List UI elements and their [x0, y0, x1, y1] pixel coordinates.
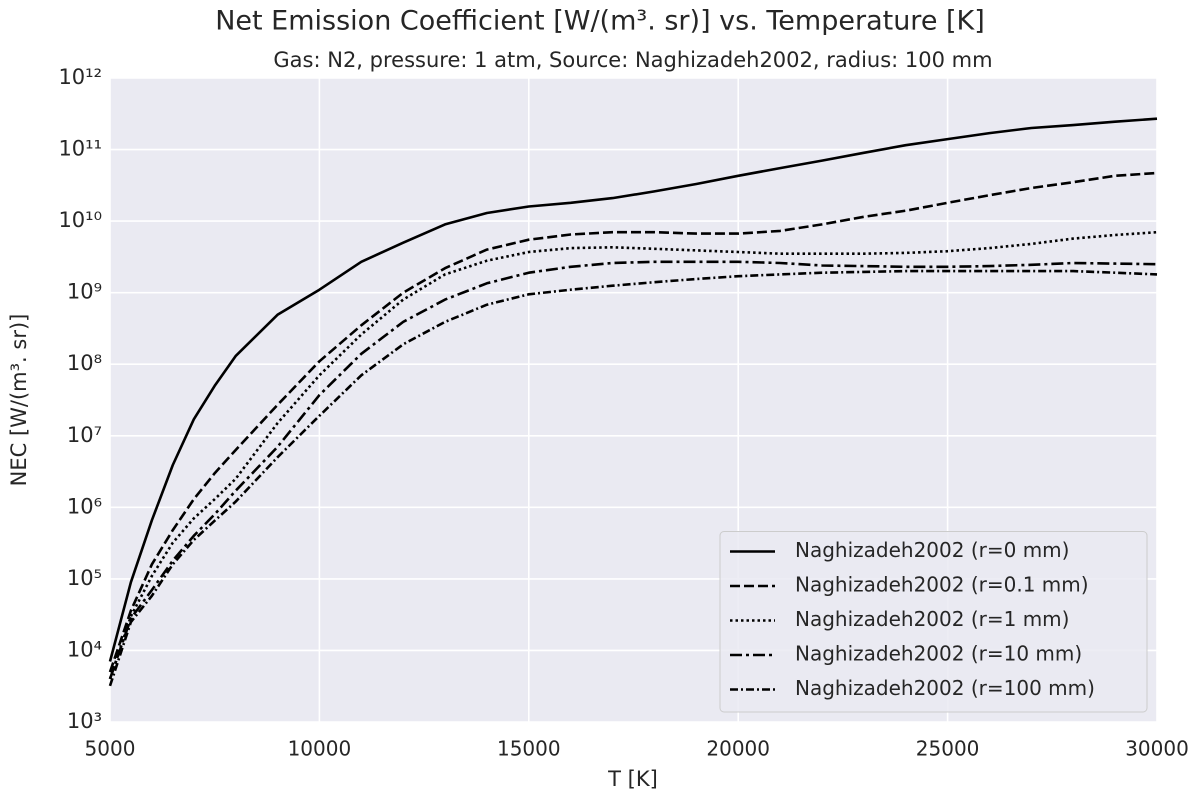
legend-label: Naghizadeh2002 (r=1 mm) [795, 607, 1069, 631]
series-line [108, 269, 1158, 687]
legend-label: Naghizadeh2002 (r=10 mm) [795, 642, 1082, 666]
y-tick-label: 10¹⁰ [58, 208, 102, 232]
series-line [108, 260, 1158, 680]
y-tick-label: 10⁸ [67, 351, 102, 375]
y-tick-label: 10⁴ [67, 637, 102, 661]
x-tick-label: 10000 [288, 737, 352, 761]
x-tick-label: 5000 [85, 737, 136, 761]
x-tick-label: 20000 [706, 737, 770, 761]
y-tick-label: 10⁵ [67, 566, 102, 590]
y-tick-label: 10⁶ [67, 494, 102, 518]
series-line [108, 117, 1158, 662]
y-tick-label: 10⁷ [67, 423, 102, 447]
chart-subtitle: Gas: N2, pressure: 1 atm, Source: Naghiz… [273, 48, 992, 72]
x-tick-label: 30000 [1125, 737, 1189, 761]
legend-box [719, 531, 1148, 713]
chart-title: Net Emission Coefficient [W/(m³. sr)] vs… [215, 6, 985, 37]
legend-label: Naghizadeh2002 (r=0.1 mm) [795, 573, 1089, 597]
y-axis-label: NEC [W/(m³. sr)] [7, 314, 31, 487]
y-tick-label: 10⁹ [67, 280, 102, 304]
y-tick-label: 10¹² [58, 65, 102, 89]
x-tick-label: 25000 [916, 737, 980, 761]
legend-label: Naghizadeh2002 (r=100 mm) [795, 676, 1095, 700]
series-line [108, 171, 1158, 673]
legend-label: Naghizadeh2002 (r=0 mm) [795, 538, 1069, 562]
y-tick-label: 10³ [67, 709, 102, 733]
y-tick-label: 10¹¹ [58, 137, 102, 161]
x-tick-label: 15000 [497, 737, 561, 761]
x-axis-label: T [K] [607, 767, 658, 791]
